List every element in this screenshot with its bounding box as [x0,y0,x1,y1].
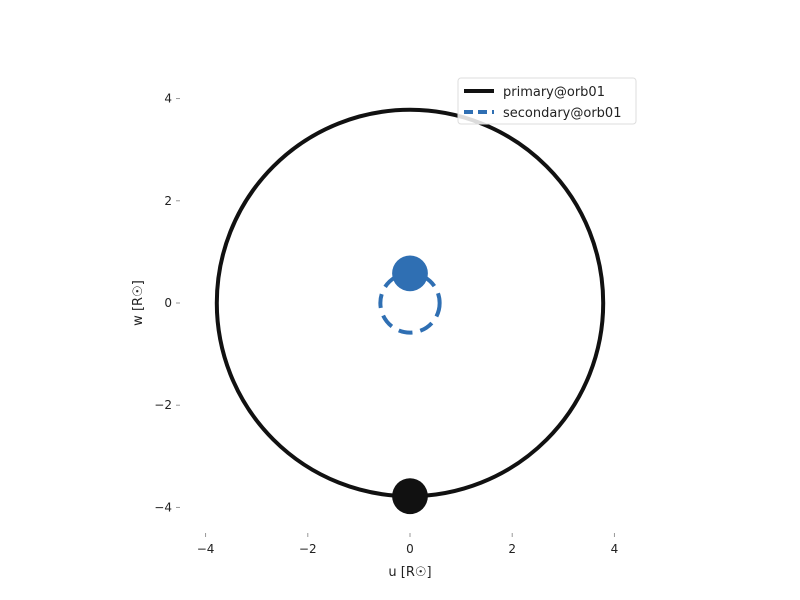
x-tick-label: 4 [611,542,619,556]
y-tick-label: 0 [164,296,172,310]
body-marker-primary [392,478,428,515]
legend-label-primary: primary@orb01 [503,85,605,100]
orbit-path-primary [214,107,606,499]
legend-label-secondary: secondary@orb01 [503,106,621,121]
y-tick-label: 4 [164,92,172,106]
x-tick-label: −2 [299,542,317,556]
tick-layer: −4 −2 0 2 4 −4 −2 0 2 4 [154,92,618,556]
marker-layer [392,255,428,515]
x-tick-label: 2 [508,542,516,556]
x-axis-label: u [R☉] [388,565,431,580]
y-tick-label: −4 [154,500,172,514]
y-tick-label: 2 [164,194,172,208]
orbit-layer [214,107,606,499]
y-axis-label: w [R☉] [131,280,146,326]
body-marker-secondary [392,255,428,292]
legend-box [457,77,637,125]
y-tick-label: −2 [154,398,172,412]
legend: primary@orb01 secondary@orb01 [457,77,637,125]
x-tick-label: −4 [197,542,215,556]
x-tick-label: 0 [406,542,414,556]
